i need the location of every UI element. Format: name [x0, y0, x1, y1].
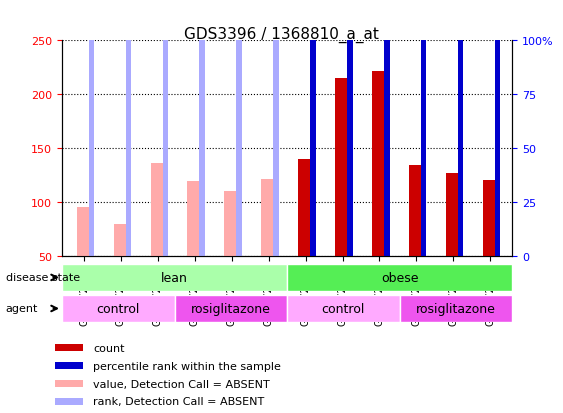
Text: control: control — [96, 302, 140, 315]
Bar — [55, 398, 83, 405]
FancyBboxPatch shape — [287, 295, 400, 322]
FancyBboxPatch shape — [400, 295, 512, 322]
Bar — [55, 344, 83, 351]
Bar — [163, 0, 168, 256]
Bar — [126, 35, 131, 256]
Bar — [495, 7, 501, 256]
Text: control: control — [321, 302, 365, 315]
Bar — [446, 173, 461, 256]
Text: disease state: disease state — [6, 273, 80, 283]
Bar — [409, 166, 424, 256]
Bar — [187, 182, 202, 256]
Bar — [335, 79, 350, 256]
Bar — [77, 208, 91, 256]
Bar — [273, 0, 279, 256]
Text: GDS3396 / 1368810_a_at: GDS3396 / 1368810_a_at — [184, 27, 379, 43]
Bar — [298, 159, 313, 256]
Bar — [89, 18, 94, 256]
Text: rank, Detection Call = ABSENT: rank, Detection Call = ABSENT — [93, 396, 264, 406]
FancyBboxPatch shape — [175, 295, 287, 322]
Bar — [236, 0, 242, 256]
Text: obese: obese — [381, 271, 418, 284]
Text: value, Detection Call = ABSENT: value, Detection Call = ABSENT — [93, 379, 270, 389]
Bar — [458, 0, 463, 256]
Bar — [55, 380, 83, 387]
Bar — [421, 0, 427, 256]
Text: agent: agent — [6, 304, 38, 314]
Bar — [372, 71, 387, 256]
Text: lean: lean — [161, 271, 188, 284]
Bar — [225, 192, 239, 256]
Text: percentile rank within the sample: percentile rank within the sample — [93, 361, 281, 371]
Bar — [310, 0, 316, 256]
Text: count: count — [93, 343, 124, 353]
Text: rosiglitazone: rosiglitazone — [416, 302, 496, 315]
Text: rosiglitazone: rosiglitazone — [191, 302, 271, 315]
FancyBboxPatch shape — [62, 295, 175, 322]
Bar — [199, 0, 205, 256]
Bar — [114, 225, 128, 256]
Bar — [483, 181, 498, 256]
Bar — [347, 0, 352, 256]
Bar — [261, 180, 276, 256]
Bar — [55, 362, 83, 370]
FancyBboxPatch shape — [287, 264, 512, 291]
Bar — [384, 0, 390, 256]
Bar — [150, 164, 166, 256]
FancyBboxPatch shape — [62, 264, 287, 291]
